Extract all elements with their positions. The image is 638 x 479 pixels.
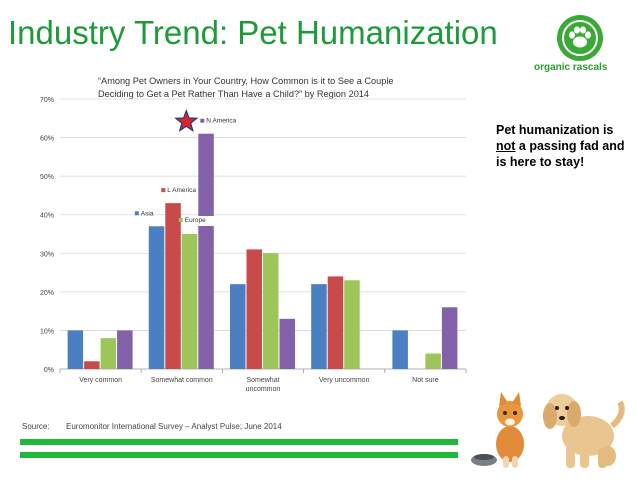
chart-title-line: Deciding to Get a Pet Rather Than Have a… [98, 89, 369, 99]
y-tick-label: 40% [40, 213, 54, 220]
x-tick-label: Somewhat [246, 377, 279, 384]
y-tick-label: 50% [40, 174, 54, 181]
y-tick-label: 30% [40, 251, 54, 258]
bar [392, 330, 408, 369]
chart-svg: “Among Pet Owners in Your Country, How C… [40, 76, 467, 393]
bar [311, 284, 327, 369]
source-text: Euromonitor International Survey – Analy… [66, 422, 282, 431]
legend-label: Europe [185, 217, 206, 224]
paw-logo-icon [557, 15, 603, 61]
logo-text: organic rascals [534, 62, 608, 73]
bar [263, 253, 279, 369]
bar-chart: “Among Pet Owners in Your Country, How C… [20, 68, 475, 413]
bar [279, 318, 295, 369]
x-tick-label: Very common [79, 377, 122, 384]
chart-title-line: “Among Pet Owners in Your Country, How C… [98, 76, 394, 86]
bar [117, 330, 133, 369]
star-icon [174, 108, 199, 132]
bar [84, 361, 100, 369]
bar [181, 234, 198, 369]
bar [100, 338, 117, 369]
x-tick-label: Somewhat common [151, 377, 213, 384]
y-tick-label: 60% [40, 136, 54, 143]
bar [246, 249, 262, 369]
callout-text: Pet humanization is not a passing fad an… [496, 122, 626, 170]
y-tick-label: 70% [40, 97, 54, 104]
legend-label: L America [167, 187, 196, 194]
slide-title: Industry Trend: Pet Humanization [8, 14, 498, 51]
bar [230, 284, 246, 369]
legend-label: Asia [141, 210, 154, 217]
legend-swatch [178, 218, 183, 222]
legend-bg [182, 216, 219, 226]
y-tick-label: 20% [40, 290, 54, 297]
legend-swatch [200, 118, 205, 123]
bar [344, 280, 360, 369]
source-note: Source: Euromonitor International Survey … [22, 422, 282, 431]
callout-pre: Pet humanization is [496, 123, 614, 137]
bar [198, 133, 214, 369]
y-tick-label: 0% [44, 367, 54, 374]
bar [425, 353, 441, 369]
x-tick-label: Very uncommon [319, 377, 370, 384]
legend-label: N America [206, 118, 236, 125]
x-tick-label: Not sure [412, 377, 439, 384]
legend-swatch [161, 188, 166, 193]
source-label: Source: [22, 422, 50, 431]
green-rule-top [20, 439, 458, 445]
bar [327, 276, 344, 369]
bar [148, 226, 165, 369]
green-rule-bottom [20, 452, 458, 458]
callout-emph: not [496, 139, 516, 153]
callout-post: a passing fad and is here to stay! [496, 139, 625, 169]
x-tick-label: uncommon [246, 386, 281, 393]
kitten-puppy-image [471, 392, 625, 468]
bar [67, 330, 84, 369]
legend-swatch [134, 211, 139, 216]
y-tick-label: 10% [40, 328, 54, 335]
bar [165, 203, 181, 369]
bar [441, 307, 458, 369]
